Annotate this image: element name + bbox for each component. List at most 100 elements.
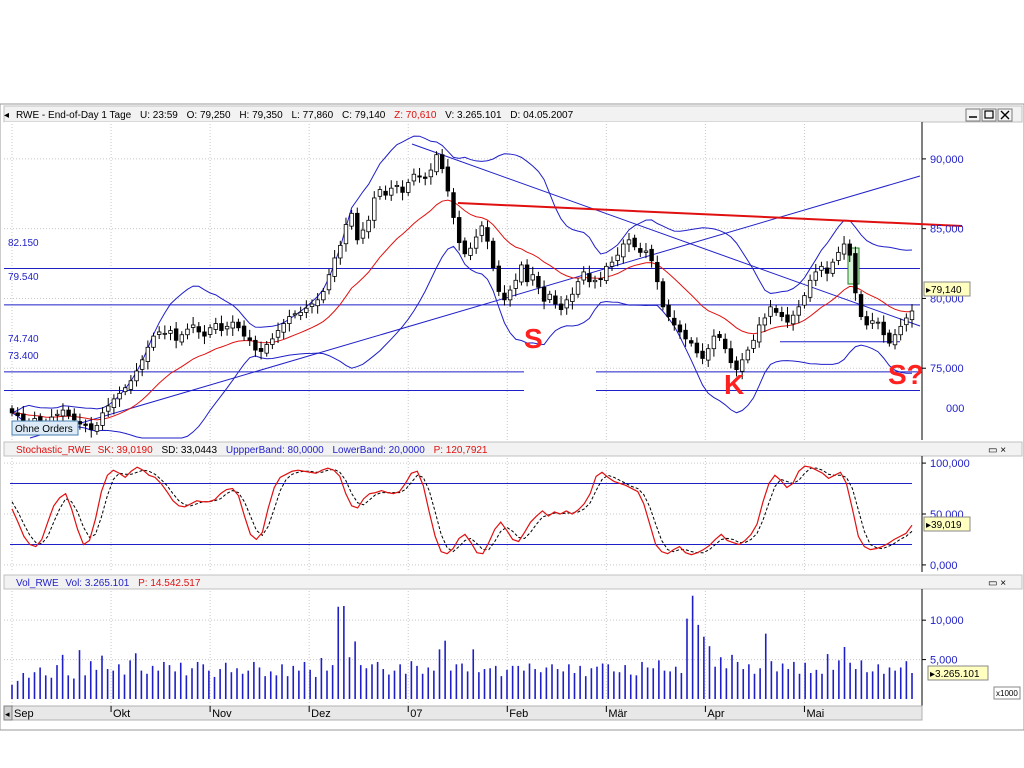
stochastic-header-bar: [3, 441, 1023, 457]
stochastic-tick-label-2: 100,000: [930, 458, 970, 470]
candle-body-48: [281, 323, 286, 333]
candle-body-108: [621, 243, 626, 258]
candle-body-17: [106, 405, 111, 412]
candle-body-10: [66, 409, 71, 417]
candle-body-67: [389, 187, 394, 196]
candle-body-99: [570, 293, 575, 302]
candle-body-77: [445, 166, 451, 192]
stochastic-header-text: Stochastic_RWE SK: 39,0190 SD: 33,0443 U…: [16, 445, 488, 456]
candle-body-132: [756, 324, 762, 343]
time-label-8: Mai: [806, 708, 824, 720]
volume-current-value: ▸3.265.101: [930, 669, 980, 680]
scroll-left-icon: ◂: [5, 709, 10, 719]
hline-label-4: 73.400: [8, 351, 39, 362]
candle-body-1: [15, 412, 20, 417]
candle-body-131: [751, 339, 756, 349]
candle-body-9: [60, 409, 66, 417]
candle-body-46: [270, 338, 275, 345]
price-tick-label-3: 90,000: [930, 154, 964, 166]
candle-body-155: [887, 332, 892, 344]
volume-bars: [11, 595, 913, 699]
candle-body-59: [343, 224, 349, 245]
candle-body-93: [536, 275, 541, 288]
candle-body-45: [264, 344, 269, 354]
hline-label-2: 79.540: [8, 272, 39, 283]
stochastic-lines: [11, 465, 913, 556]
candle-body-112: [643, 250, 649, 253]
candle-body-43: [253, 339, 258, 351]
candle-body-20: [123, 387, 128, 393]
stochastic-panel-menu-icon[interactable]: ▭ ×: [988, 445, 1006, 456]
collapse-arrow-icon[interactable]: ◂: [4, 110, 9, 121]
orders-toggle-button[interactable]: [11, 420, 79, 436]
candle-body-130: [745, 349, 751, 361]
candle-body-142: [813, 271, 818, 281]
candle-body-129: [739, 359, 745, 372]
candle-body-44: [258, 348, 264, 352]
volume-header-text: Vol_RWE Vol: 3.265.101 P: 14.542.517: [16, 578, 201, 589]
candle-body-159: [909, 310, 915, 321]
volume-panel-menu-icon[interactable]: ▭ ×: [988, 578, 1006, 589]
candle-body-39: [230, 321, 235, 329]
maximize-icon: [984, 110, 994, 119]
candle-body-115: [660, 281, 666, 308]
extra-axis-label: 000: [946, 403, 964, 415]
candle-body-61: [355, 212, 360, 241]
candle-body-30: [179, 334, 185, 343]
stochastic-current-box: [923, 516, 971, 532]
price-header-text: RWE - End-of-Day 1 Tage U: 23:59 O: 79,2…: [16, 110, 574, 121]
candle-body-92: [530, 274, 535, 281]
candle-body-111: [638, 248, 643, 253]
candle-body-152: [870, 320, 875, 324]
candle-body-31: [185, 328, 190, 336]
time-label-2: Nov: [212, 708, 232, 720]
candle-body-27: [162, 332, 168, 335]
price-tick-label-2: 85,000: [930, 224, 964, 236]
time-label-7: Apr: [707, 708, 724, 720]
candle-body-153: [875, 321, 881, 324]
candle-body-57: [332, 257, 337, 277]
time-label-4: 07: [410, 708, 422, 720]
candle-body-74: [428, 169, 434, 178]
candle-body-18: [111, 398, 117, 408]
panel-gap-mask: [724, 438, 794, 444]
candle-body-83: [479, 225, 485, 236]
moving-average-line: [11, 199, 913, 421]
candle-body-103: [592, 279, 598, 283]
candle-body-26: [156, 331, 162, 335]
hline-label-1: 82.150: [8, 238, 39, 249]
candle-body-89: [513, 279, 518, 289]
candle-body-2: [21, 413, 26, 422]
volume-tick-label-0: 5,000: [930, 655, 958, 667]
candle-body-154: [881, 321, 886, 336]
price-panel: ◂ RWE - End-of-Day 1 Tage U: 23:59 O: 79…: [3, 105, 1023, 444]
candle-body-64: [372, 197, 377, 221]
candle-body-73: [423, 176, 428, 179]
candle-body-25: [151, 335, 156, 348]
candle-body-140: [802, 295, 807, 306]
volume-unit-box: [993, 686, 1021, 700]
candle-body-63: [366, 219, 371, 233]
stochastic-tick-label-0: 0,000: [930, 560, 958, 572]
volume-header-bar: [3, 574, 1023, 590]
scroll-left-button[interactable]: [3, 705, 13, 721]
minimize-button[interactable]: [965, 108, 981, 122]
candle-body-70: [406, 182, 411, 193]
candle-body-15: [94, 425, 100, 432]
candle-body-78: [451, 192, 456, 218]
candle-body-95: [547, 293, 552, 300]
candle-body-65: [377, 189, 383, 197]
candle-body-147: [841, 243, 847, 255]
candle-body-55: [321, 291, 326, 301]
candle-body-32: [190, 324, 196, 328]
candle-body-35: [207, 327, 213, 335]
annotation-left-shoulder: S: [524, 323, 543, 354]
pattern-annotations: S K S?: [524, 323, 924, 400]
candle-body-13: [83, 423, 88, 426]
candle-body-68: [394, 185, 400, 187]
rising-trendline: [29, 175, 921, 439]
candle-body-86: [496, 265, 501, 292]
candle-body-96: [553, 295, 558, 305]
candle-body-33: [196, 326, 201, 333]
candle-body-29: [173, 328, 179, 341]
